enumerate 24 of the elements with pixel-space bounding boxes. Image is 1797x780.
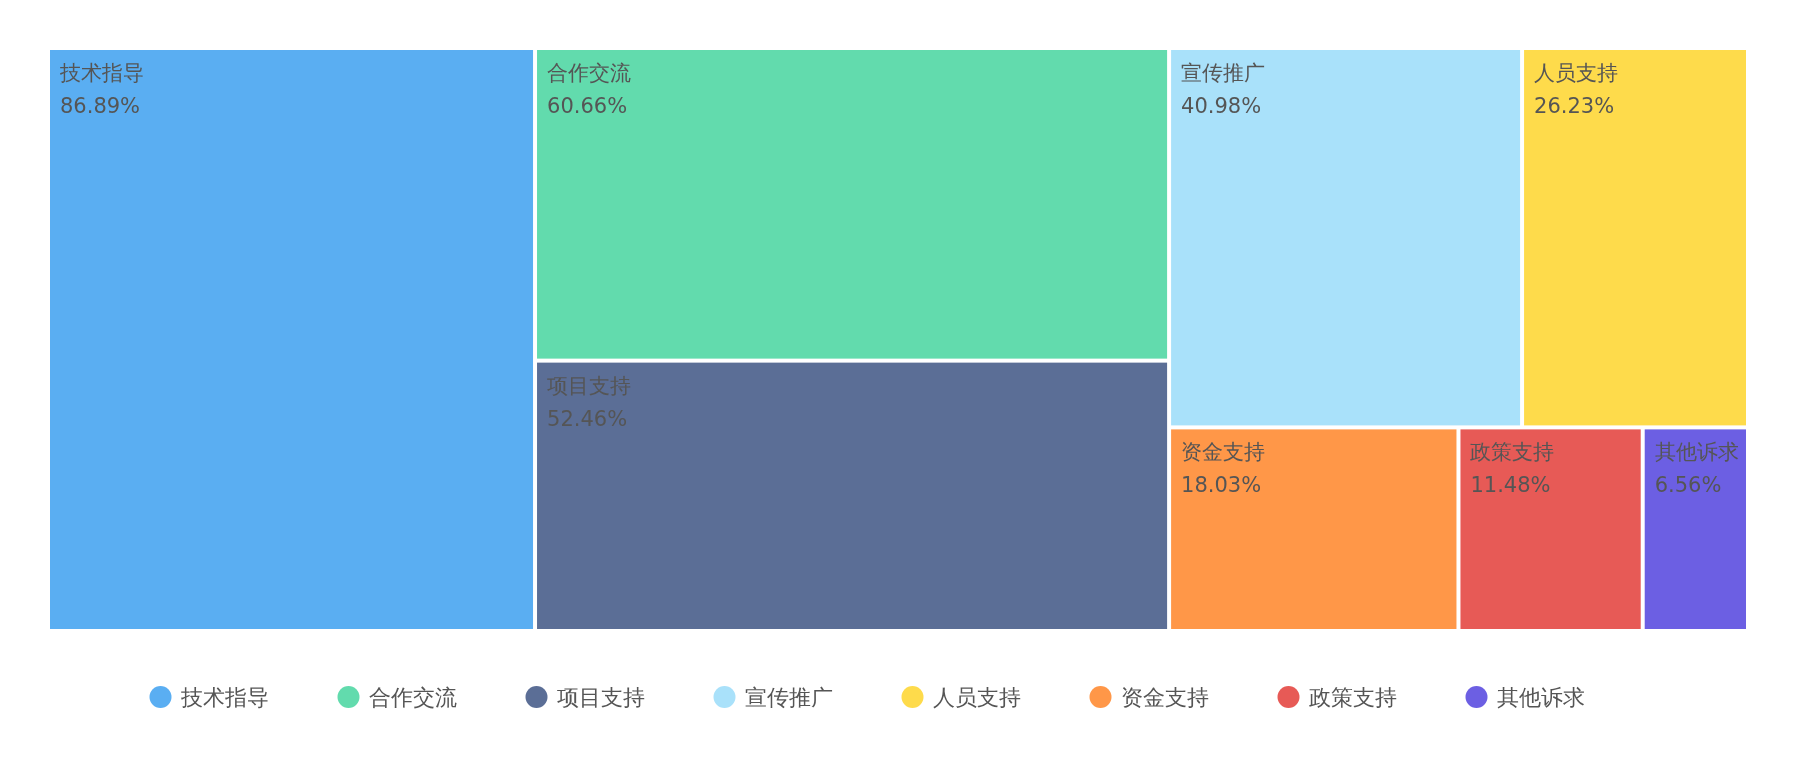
category-label: 合作交流 bbox=[368, 685, 457, 710]
category-label: 技术指导 bbox=[180, 685, 269, 710]
category-label: 资金支持 bbox=[1120, 685, 1209, 710]
category-label: 合作交流 bbox=[547, 61, 632, 85]
data-label: 52.46% bbox=[547, 406, 628, 431]
category-label: 其他诉求 bbox=[1496, 685, 1585, 710]
category-label: 人员支持 bbox=[1534, 61, 1619, 85]
category-label: 项目支持 bbox=[547, 373, 632, 398]
category-label: 其他诉求 bbox=[1654, 440, 1739, 465]
category-label: 宣传推广 bbox=[1181, 61, 1266, 85]
category-label: 政策支持 bbox=[1470, 440, 1555, 465]
category-label: 资金支持 bbox=[1181, 440, 1266, 465]
data-label: 6.56% bbox=[1654, 473, 1722, 498]
category-label: 项目支持 bbox=[556, 685, 645, 710]
category-label: 技术指导 bbox=[59, 61, 144, 85]
category-label: 政策支持 bbox=[1308, 685, 1397, 710]
data-label: 18.03% bbox=[1181, 473, 1262, 498]
category-label: 宣传推广 bbox=[744, 685, 833, 710]
data-label: 40.98% bbox=[1181, 94, 1262, 118]
data-label: 11.48% bbox=[1470, 473, 1551, 498]
data-label: 26.23% bbox=[1534, 94, 1615, 118]
data-label: 60.66% bbox=[547, 94, 628, 118]
category-label: 人员支持 bbox=[932, 685, 1021, 710]
data-label: 86.89% bbox=[60, 94, 141, 118]
